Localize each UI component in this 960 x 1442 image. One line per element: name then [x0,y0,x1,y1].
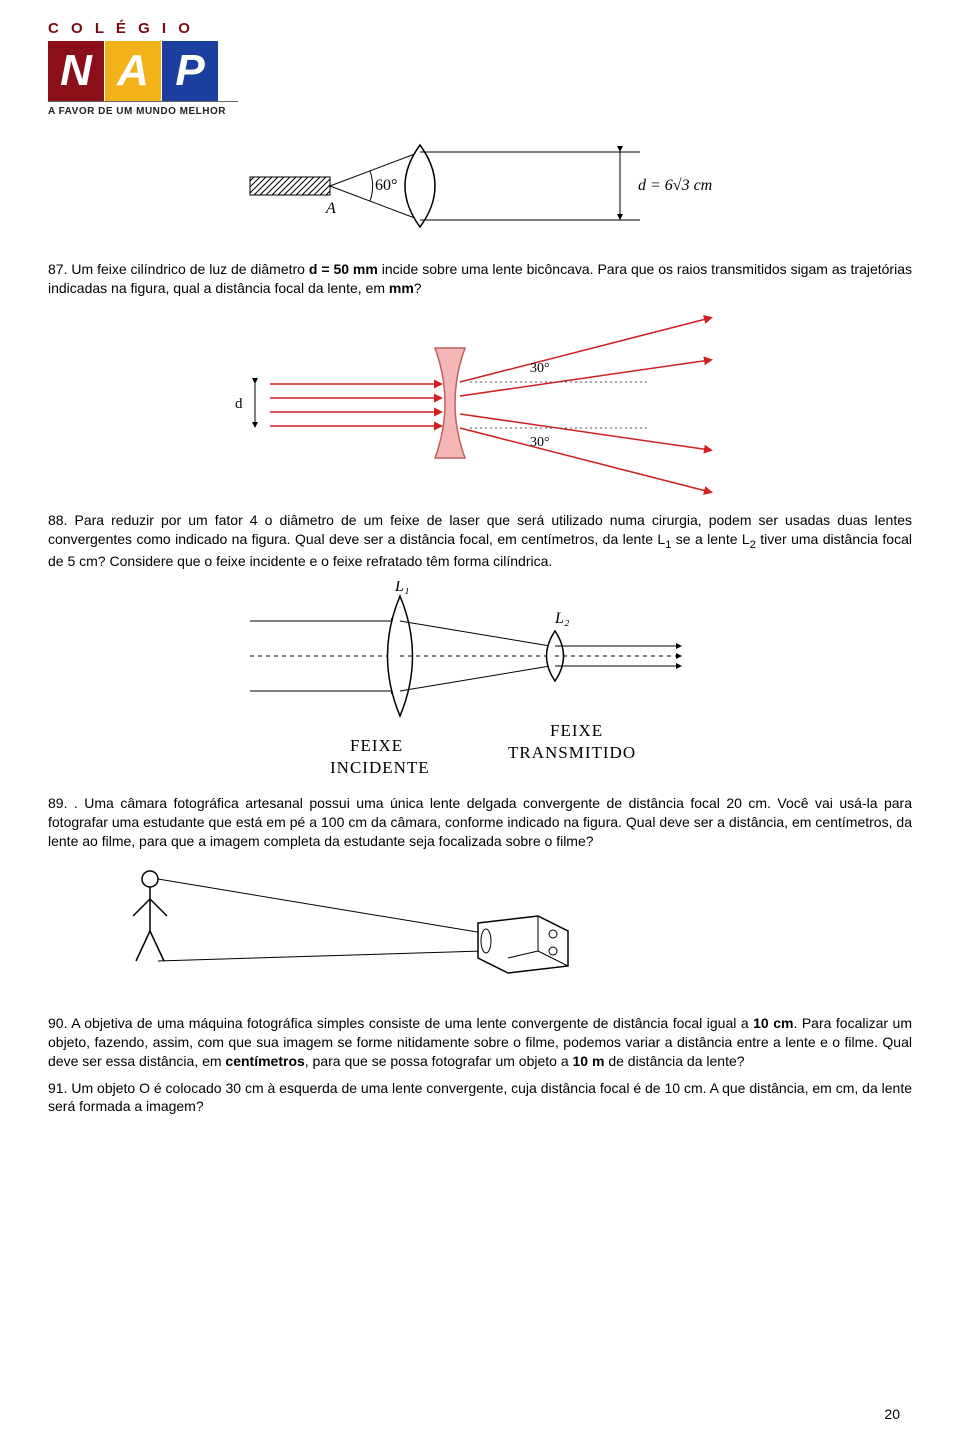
school-logo: C O L É G I O N A P A FAVOR DE UM MUNDO … [48,20,238,117]
question-88: 88. Para reduzir por um fator 4 o diâmet… [48,511,912,571]
q91-text: Um objeto O é colocado 30 cm à esquerda … [48,1080,912,1115]
fig87-angle-bot: 30° [530,435,550,450]
q89-text: . Uma câmara fotográfica artesanal possu… [48,795,912,849]
q90-text-c: , para que se possa fotografar um objeto… [305,1053,573,1069]
angle-60: 60° [375,177,397,194]
q89-number: 89. [48,795,67,811]
q87-number: 87. [48,261,67,277]
q90-dist: 10 m [573,1053,605,1069]
page-number: 20 [884,1406,900,1422]
fig88-l2: L₂ [554,610,570,627]
d-equation: d = 6√3 cm [638,177,712,194]
q87-text-a: Um feixe cilíndrico de luz de diâmetro [67,261,308,277]
q91-number: 91. [48,1080,67,1096]
logo-colegio: C O L É G I O [48,20,238,37]
q87-mm: mm [389,280,414,296]
figure-two-lenses: L₁ L₂ FEIXE INCIDENTE FEIXE TRANSMITIDO [48,581,912,784]
fig87-angle-top: 30° [530,361,550,376]
fig88-feixe-1: FEIXE [350,736,403,755]
q88-text-b: se a lente L [671,531,749,547]
fig88-l1: L₁ [394,581,409,595]
figure-cone-lens: 60° A d = 6√3 cm [48,127,912,250]
fig88-transmitido: TRANSMITIDO [508,743,636,762]
fig88-incidente: INCIDENTE [330,758,430,777]
logo-tagline: A FAVOR DE UM MUNDO MELHOR [48,101,238,117]
figure-camera [108,861,912,1004]
q90-number: 90. [48,1015,67,1031]
q90-text-a: A objetiva de uma máquina fotográfica si… [67,1015,753,1031]
logo-letter-p: P [162,41,218,101]
logo-letter-a: A [105,41,161,101]
question-91: 91. Um objeto O é colocado 30 cm à esque… [48,1079,912,1117]
logo-letter-n: N [48,41,104,101]
question-89: 89. . Uma câmara fotográfica artesanal p… [48,794,912,851]
logo-nap: N A P [48,41,238,101]
question-90: 90. A objetiva de uma máquina fotográfic… [48,1014,912,1071]
q88-number: 88. [48,512,67,528]
fig88-feixe-2: FEIXE [550,721,603,740]
q90-text-d: de distância da lente? [604,1053,744,1069]
point-a: A [325,200,336,217]
q90-cm: centímetros [225,1053,304,1069]
q87-d: d = 50 mm [309,261,378,277]
q90-focal: 10 cm [753,1015,793,1031]
q87-qmark: ? [414,280,422,296]
figure-biconcave: d 30° 30° [48,308,912,501]
question-87: 87. Um feixe cilíndrico de luz de diâmet… [48,260,912,298]
fig87-d: d [235,396,243,412]
